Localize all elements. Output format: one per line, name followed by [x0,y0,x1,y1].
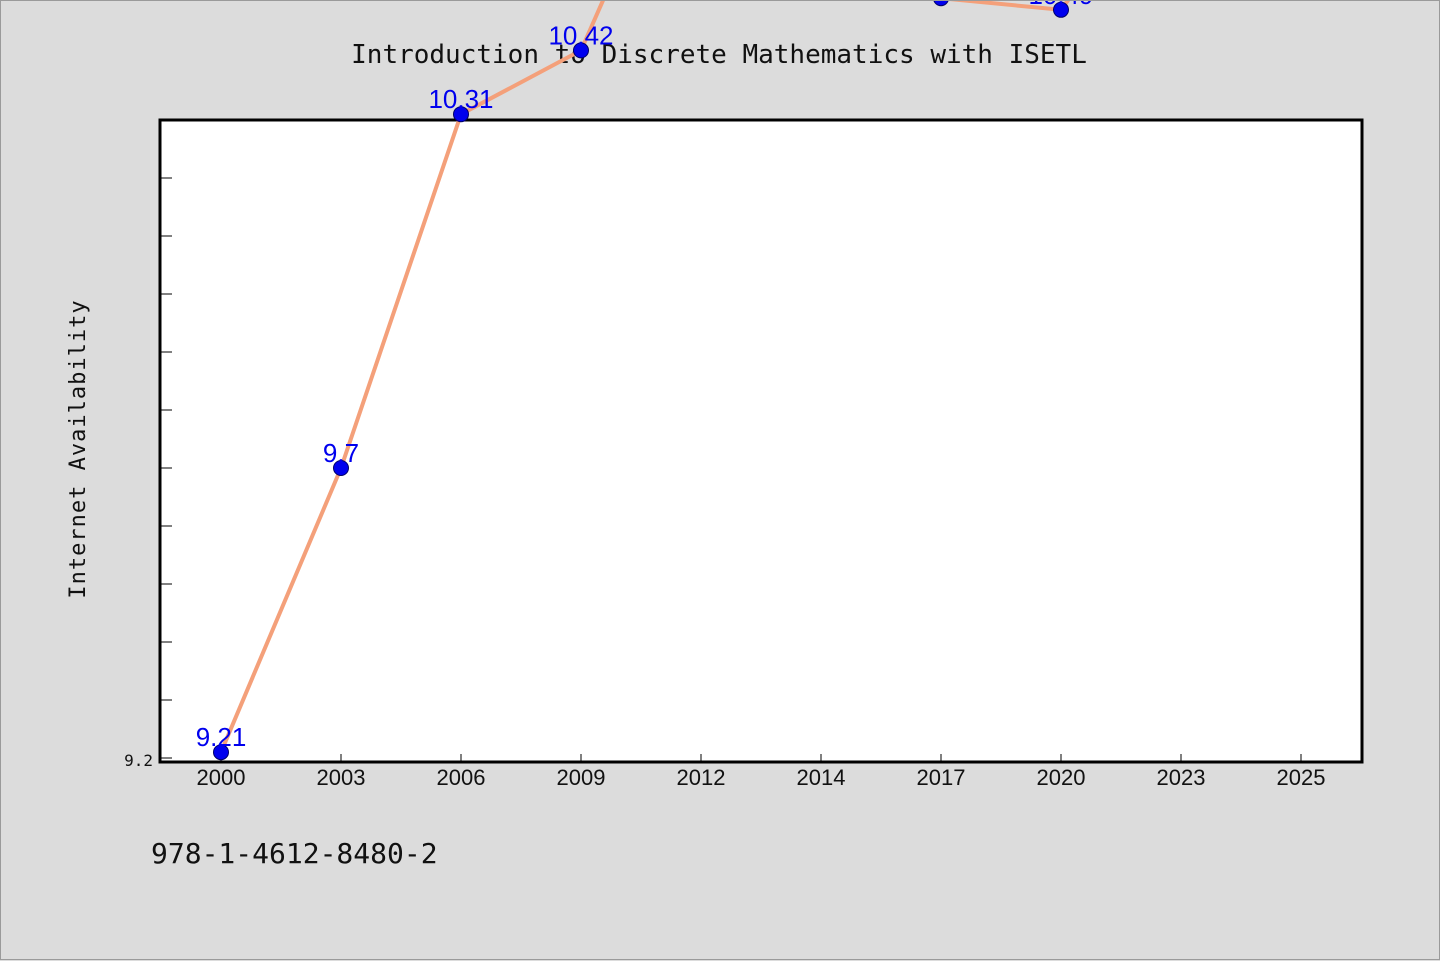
data-label: 10.42 [548,20,613,50]
data-label: 10.49 [1028,1,1093,10]
x-tick-label: 2020 [1037,765,1086,790]
y-axis-label: Internet Availability [66,299,91,598]
series-layer: 9.219.710.3110.4210.8910.610.5110.4910.7… [196,1,1094,761]
x-tick-label: 2006 [437,765,486,790]
x-tick-label: 2014 [797,765,846,790]
data-label: 10.31 [428,84,493,114]
y-axis-ticks: 9.2 [124,177,172,770]
data-point [213,744,229,761]
series-line [219,1,1070,753]
data-label: 9.21 [196,722,247,752]
data-point [573,42,589,59]
plot-area [158,118,1364,764]
chart-title: Introduction to Discrete Mathematics wit… [351,40,1087,70]
x-tick-label: 2009 [557,765,606,790]
data-point [333,460,349,476]
data-point [1053,1,1069,18]
x-tick-label: 2023 [1157,765,1206,790]
x-tick-label: 2017 [917,765,966,790]
data-label: 9.7 [323,438,359,468]
data-point [933,1,949,7]
y-tick-label: 9.2 [124,751,153,770]
x-tick-label: 2000 [197,765,246,790]
x-axis-ticks: 2000 2003 2006 2009 2012 2014 2017 2020 2023 2025 [197,754,1326,790]
isbn-footer: 978-1-4612-8480-2 [151,837,438,870]
x-tick-label: 2003 [317,765,366,790]
x-tick-label: 2025 [1277,765,1326,790]
x-tick-label: 2012 [677,765,726,790]
data-point [453,106,469,123]
